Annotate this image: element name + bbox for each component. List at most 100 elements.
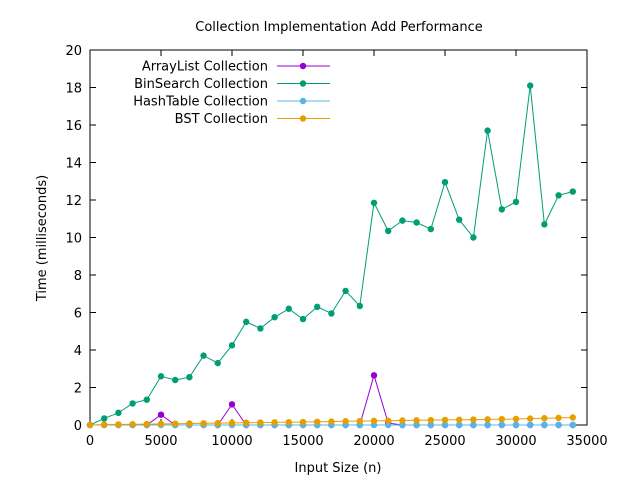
data-point bbox=[342, 287, 349, 295]
data-point bbox=[101, 415, 108, 422]
legend-marker bbox=[299, 80, 307, 87]
data-point bbox=[413, 417, 420, 424]
y-axis-label: Time (milliseconds) bbox=[35, 175, 50, 302]
data-point bbox=[186, 420, 193, 427]
y-tick-label: 4 bbox=[74, 344, 82, 359]
x-tick-label: 20000 bbox=[353, 434, 394, 449]
y-tick-label: 12 bbox=[65, 194, 82, 209]
data-point bbox=[285, 305, 292, 312]
x-tick-label: 30000 bbox=[495, 434, 536, 449]
legend-entry: ArrayList Collection bbox=[142, 60, 330, 75]
y-tick-label: 18 bbox=[65, 82, 82, 97]
data-point bbox=[143, 396, 150, 403]
data-point bbox=[101, 421, 108, 428]
data-point bbox=[200, 352, 207, 359]
series-layer bbox=[86, 82, 576, 429]
data-point bbox=[413, 219, 420, 226]
data-point bbox=[569, 188, 576, 195]
data-point bbox=[228, 401, 236, 408]
data-point bbox=[555, 414, 562, 422]
data-point bbox=[512, 415, 520, 423]
legend-marker bbox=[299, 62, 307, 70]
series-binsearch-collection bbox=[86, 82, 576, 429]
data-point bbox=[157, 411, 165, 418]
data-point bbox=[399, 417, 406, 424]
legend-label: ArrayList Collection bbox=[142, 60, 268, 75]
legend-label: BST Collection bbox=[175, 112, 268, 127]
data-point bbox=[456, 416, 463, 423]
data-point bbox=[484, 127, 491, 134]
legend: ArrayList Collection BinSearch Collection… bbox=[133, 60, 330, 127]
y-tick-label: 8 bbox=[74, 269, 82, 284]
data-point bbox=[470, 234, 477, 241]
legend-entry: HashTable Collection bbox=[133, 95, 330, 110]
data-point bbox=[356, 302, 363, 310]
data-point bbox=[328, 310, 335, 317]
x-tick-label: 25000 bbox=[424, 434, 465, 449]
data-point bbox=[257, 419, 264, 426]
chart-title: Collection Implementation Add Performanc… bbox=[195, 20, 482, 35]
x-tick-label: 10000 bbox=[211, 434, 252, 449]
data-point bbox=[172, 420, 179, 427]
data-point bbox=[186, 373, 193, 381]
data-point bbox=[299, 418, 307, 426]
data-point bbox=[512, 198, 520, 206]
data-point bbox=[385, 227, 392, 235]
data-point bbox=[399, 421, 406, 429]
data-point bbox=[498, 421, 505, 429]
data-point bbox=[129, 421, 136, 428]
data-point bbox=[541, 221, 548, 228]
data-point bbox=[413, 421, 420, 429]
data-point bbox=[569, 421, 576, 429]
data-point bbox=[427, 416, 434, 424]
data-point bbox=[484, 421, 491, 429]
data-point bbox=[342, 418, 349, 425]
legend-label: BinSearch Collection bbox=[134, 77, 268, 92]
y-tick-label: 14 bbox=[65, 157, 82, 172]
data-point bbox=[456, 216, 463, 223]
data-point bbox=[527, 421, 534, 429]
data-point bbox=[569, 414, 576, 421]
x-ticks: 0 5000 10000 15000 20000 25000 30000 35000 bbox=[86, 50, 608, 449]
data-point bbox=[214, 419, 221, 427]
x-tick-label: 15000 bbox=[282, 434, 323, 449]
x-tick-label: 5000 bbox=[144, 434, 177, 449]
data-point bbox=[370, 417, 378, 425]
data-point bbox=[271, 419, 278, 426]
data-point bbox=[143, 420, 150, 428]
y-tick-label: 2 bbox=[74, 382, 82, 397]
data-point bbox=[512, 421, 520, 429]
data-point bbox=[527, 415, 534, 422]
x-tick-label: 35000 bbox=[566, 434, 607, 449]
y-tick-label: 20 bbox=[65, 44, 82, 59]
data-point bbox=[157, 373, 165, 380]
data-point bbox=[172, 376, 179, 384]
data-point bbox=[86, 421, 94, 429]
data-point bbox=[157, 420, 165, 428]
y-tick-label: 0 bbox=[74, 419, 82, 434]
data-point bbox=[228, 342, 236, 349]
data-point bbox=[129, 400, 136, 407]
data-point bbox=[115, 421, 122, 428]
data-point bbox=[328, 418, 335, 425]
x-tick-label: 0 bbox=[86, 434, 94, 449]
data-point bbox=[214, 359, 221, 367]
data-point bbox=[498, 415, 505, 423]
data-point bbox=[370, 372, 378, 379]
data-point bbox=[271, 313, 278, 321]
legend-label: HashTable Collection bbox=[133, 95, 268, 110]
legend-entry: BinSearch Collection bbox=[134, 77, 330, 92]
data-point bbox=[470, 421, 477, 429]
data-point bbox=[314, 418, 321, 426]
y-tick-label: 6 bbox=[74, 307, 82, 322]
data-point bbox=[527, 82, 534, 89]
data-point bbox=[385, 417, 392, 424]
y-ticks: 0 2 4 6 8 10 12 14 16 18 20 bbox=[65, 44, 587, 434]
data-point bbox=[228, 419, 236, 427]
data-point bbox=[427, 225, 434, 233]
y-tick-label: 10 bbox=[65, 232, 82, 247]
data-point bbox=[356, 417, 363, 425]
data-point bbox=[285, 418, 292, 426]
data-point bbox=[456, 421, 463, 429]
